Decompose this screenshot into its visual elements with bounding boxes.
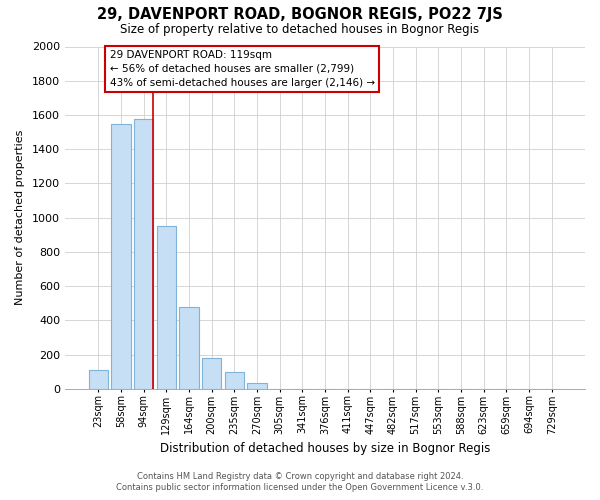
Text: 29, DAVENPORT ROAD, BOGNOR REGIS, PO22 7JS: 29, DAVENPORT ROAD, BOGNOR REGIS, PO22 7…	[97, 8, 503, 22]
Bar	[157, 226, 176, 388]
Text: 29 DAVENPORT ROAD: 119sqm
← 56% of detached houses are smaller (2,799)
43% of se: 29 DAVENPORT ROAD: 119sqm ← 56% of detac…	[110, 50, 374, 88]
Text: Contains HM Land Registry data © Crown copyright and database right 2024.
Contai: Contains HM Land Registry data © Crown c…	[116, 472, 484, 492]
X-axis label: Distribution of detached houses by size in Bognor Regis: Distribution of detached houses by size …	[160, 442, 490, 455]
Bar	[202, 358, 221, 388]
Bar	[247, 382, 266, 388]
Bar	[224, 372, 244, 388]
Bar	[179, 308, 199, 388]
Bar	[111, 124, 131, 388]
Text: Size of property relative to detached houses in Bognor Regis: Size of property relative to detached ho…	[121, 22, 479, 36]
Bar	[134, 119, 153, 388]
Bar	[89, 370, 108, 388]
Y-axis label: Number of detached properties: Number of detached properties	[15, 130, 25, 306]
